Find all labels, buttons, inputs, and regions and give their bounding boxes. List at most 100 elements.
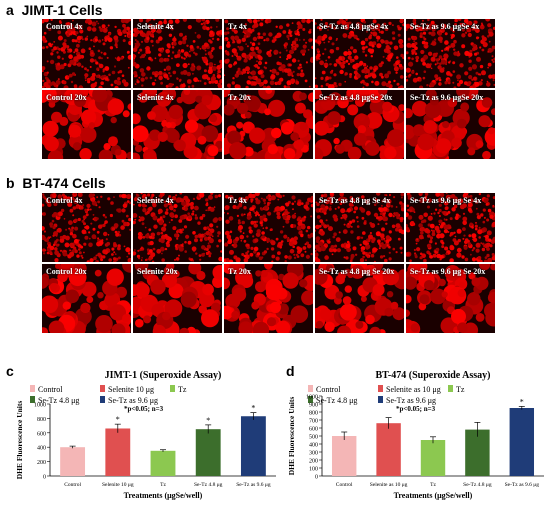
y-tick-label: 800 <box>309 411 318 417</box>
micrograph-tile: Selenite 4x <box>133 193 223 263</box>
micrograph-tile: Se-Tz as 9.6 μg Se 20x <box>406 264 496 334</box>
panel-b-letter: b <box>6 175 15 191</box>
micrograph-image <box>315 193 404 262</box>
x-tick-label: Control <box>336 482 353 488</box>
micrograph-tile: Control 20x <box>42 90 132 160</box>
y-axis-label: DHE Fluorescence Units <box>287 397 296 476</box>
x-tick-label: Selenite as 10 μg <box>370 482 408 488</box>
legend-swatch <box>30 396 35 403</box>
micrograph-label: Se-Tz as 4.8 μg Se 4x <box>319 196 391 205</box>
micrograph-image <box>133 19 222 88</box>
micrograph-label: Control 20x <box>46 267 87 276</box>
chart-title: JIMT-1 (Superoxide Assay) <box>105 370 222 381</box>
legend-label: Se-Tz as 9.6 μg <box>386 396 436 405</box>
panel-a-title: JIMT-1 Cells <box>21 2 103 18</box>
micrograph-tile: Se-Tz as 9.6 μg Se 4x <box>406 193 496 263</box>
bar <box>60 447 86 476</box>
micrograph-image <box>406 193 495 262</box>
micrograph-label: Tz 4x <box>228 196 247 205</box>
micrograph-image <box>315 264 404 333</box>
y-tick-label: 400 <box>309 443 318 449</box>
micrograph-label: Se-Tz as 9.6 μg Se 4x <box>410 196 482 205</box>
y-tick-label: 400 <box>37 446 46 452</box>
legend-swatch <box>170 385 175 392</box>
y-axis-label: DHE Fluorescence Units <box>15 401 24 480</box>
micrograph-tile: Tz 20x <box>224 264 314 334</box>
legend-label: Se-Tz 4.8 μg <box>316 396 357 405</box>
y-tick-label: 500 <box>309 435 318 441</box>
x-tick-label: Se-Tz 4.8 μg <box>463 482 492 488</box>
x-tick-label: Tz <box>430 482 436 488</box>
significance-star: * <box>116 415 120 424</box>
micrograph-label: Selenite 20x <box>137 267 178 276</box>
bar <box>420 440 446 476</box>
y-tick-label: 100 <box>309 467 318 473</box>
bar <box>240 416 266 476</box>
x-axis-label: Treatments (μgSe/well) <box>394 491 473 500</box>
legend-swatch <box>308 385 313 392</box>
micrograph-tile: Selenite 4x <box>133 19 223 89</box>
bt474-superoxide-chart: BT-474 (Superoxide Assay) Control Selenite… <box>287 370 544 500</box>
micrograph-label: Control 4x <box>46 22 83 31</box>
bar <box>376 423 401 476</box>
micrograph-image <box>224 90 313 159</box>
micrograph-image <box>315 90 404 159</box>
micrograph-image <box>406 264 495 333</box>
y-tick-label: 200 <box>309 459 318 465</box>
micrograph-label: Selenite 4x <box>137 196 174 205</box>
legend-swatch <box>448 385 453 392</box>
significance-star: * <box>206 416 210 425</box>
micrograph-tile: Se-Tz as 9.6 μgSe 20x <box>406 90 496 160</box>
micrograph-image <box>42 264 131 333</box>
micrograph-tile: Selenite 4x <box>133 90 223 160</box>
legend-swatch <box>100 396 105 403</box>
y-tick-label: 800 <box>37 417 46 423</box>
y-tick-label: 600 <box>37 431 46 437</box>
micrograph-label: Se-Tz as 4.8 μgSe 20x <box>319 93 393 102</box>
micrograph-tile: Control 20x <box>42 264 132 334</box>
bar <box>150 450 176 476</box>
micrograph-image <box>224 264 313 333</box>
significance-star: * <box>520 397 524 406</box>
bar <box>105 428 131 476</box>
micrograph-label: Tz 4x <box>228 22 247 31</box>
panel-b-title: BT-474 Cells <box>22 175 106 191</box>
micrograph-image <box>133 193 222 262</box>
micrograph-image <box>406 90 495 159</box>
legend-swatch <box>30 385 35 392</box>
micrograph-label: Selenite 4x <box>137 22 174 31</box>
legend-label: Se-Tz as 9.6 μg <box>108 396 158 405</box>
micrograph-label: Selenite 4x <box>137 93 174 102</box>
micrograph-tile: Tz 20x <box>224 90 314 160</box>
micrograph-label: Se-Tz as 9.6 μgSe 4x <box>410 22 480 31</box>
micrograph-tile: Se-Tz as 4.8 μgSe 4x <box>315 19 405 89</box>
panel-a-letter: a <box>6 2 14 18</box>
y-tick-label: 1000 <box>306 395 318 401</box>
y-tick-label: 900 <box>309 403 318 409</box>
legend-swatch <box>378 396 383 403</box>
legend-swatch <box>100 385 105 392</box>
micrograph-image <box>315 19 404 88</box>
micrograph-label: Se-Tz as 9.6 μgSe 20x <box>410 93 484 102</box>
legend-swatch <box>378 385 383 392</box>
y-tick-label: 300 <box>309 451 318 457</box>
micrograph-tile: Se-Tz as 4.8 μgSe 20x <box>315 90 405 160</box>
y-tick-label: 600 <box>309 427 318 433</box>
panel-c-letter: c <box>6 363 14 379</box>
micrograph-tile: Control 4x <box>42 193 132 263</box>
micrograph-image <box>224 19 313 88</box>
significance-star: * <box>251 404 255 413</box>
legend-label: Selenite 10 μg <box>108 385 154 394</box>
micrograph-label: Tz 20x <box>228 267 251 276</box>
x-tick-label: Control <box>64 482 81 488</box>
micrograph-tile: Control 4x <box>42 19 132 89</box>
x-tick-label: Tz <box>160 482 166 488</box>
micrograph-tile: Tz 4x <box>224 19 314 89</box>
legend-label: Se-Tz 4.8 μg <box>38 396 79 405</box>
micrograph-label: Control 4x <box>46 196 83 205</box>
panel-d-letter: d <box>286 363 295 379</box>
y-tick-label: 700 <box>309 419 318 425</box>
panel-a-heading: a JIMT-1 Cells <box>6 2 103 18</box>
x-tick-label: Selenite 10 μg <box>102 482 134 488</box>
micrograph-tile: Se-Tz as 9.6 μgSe 4x <box>406 19 496 89</box>
